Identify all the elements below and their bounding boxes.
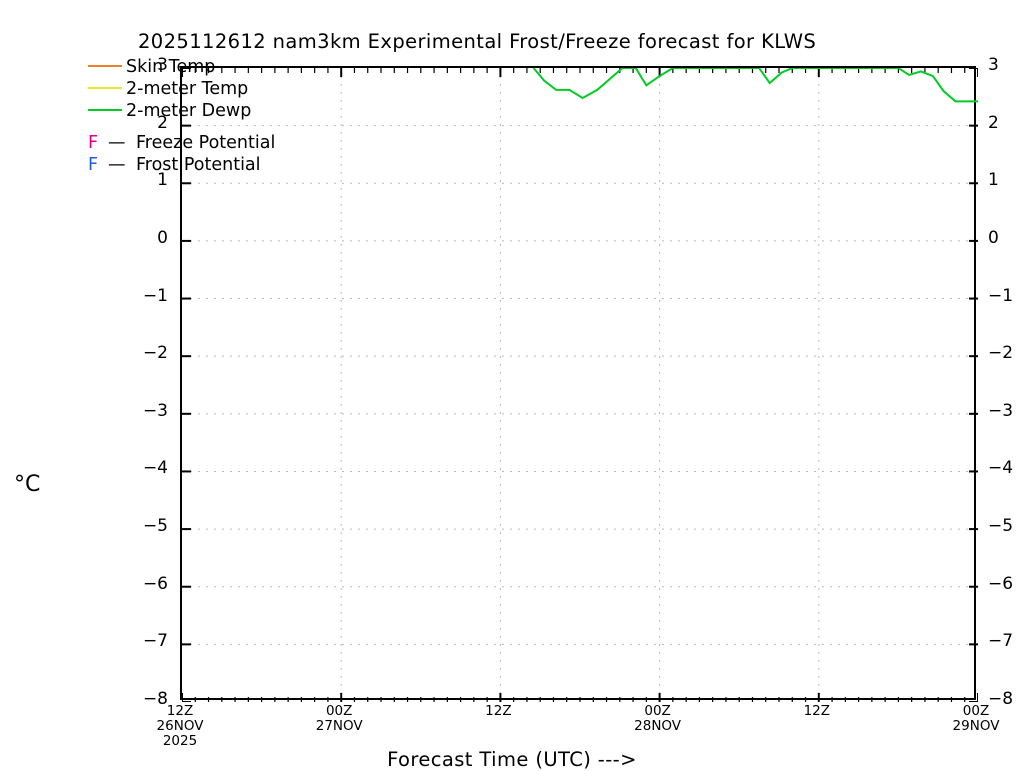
legend-item-2-meter-temp: 2-meter Temp <box>88 78 275 100</box>
y-axis-label: °C <box>14 472 41 497</box>
x-tick-label-group: 00Z 28NOV <box>598 704 718 734</box>
y-tick-label-left: 3 <box>157 55 168 75</box>
data-series-layer <box>532 68 978 103</box>
gridlines <box>182 68 978 702</box>
y-tick-label-right: 0 <box>988 227 999 248</box>
y-tick-label-right: −5 <box>988 516 1014 537</box>
y-tick-label-left: −6 <box>142 573 168 594</box>
y-tick-label-right: 3 <box>988 55 999 75</box>
x-tick-label-group: 12Z 26NOV 2025 <box>120 704 240 749</box>
x-tick-label-group: 00Z 29NOV <box>916 704 1024 734</box>
legend-item-label: 2-meter Dewp <box>126 101 252 121</box>
legend-dash-separator: — <box>108 133 126 153</box>
y-tick-label-left: −3 <box>142 400 168 421</box>
y-tick-label-left: 0 <box>157 227 168 248</box>
x-axis-label: Forecast Time (UTC) ---> <box>387 748 637 771</box>
y-tick-label-right: 1 <box>988 170 999 191</box>
x-tick-label-time: 00Z <box>325 703 353 719</box>
x-tick-label-time: 12Z <box>803 703 831 719</box>
plot-canvas <box>182 68 978 702</box>
x-tick-label-date: 29NOV <box>952 718 1000 734</box>
legend: Skin Temp 2-meter Temp 2-meter Dewp F — Free… <box>88 56 275 176</box>
legend-item-frost-potential: F — Frost Potential <box>88 154 275 176</box>
y-tick-label-left: 2 <box>157 112 168 133</box>
y-tick-label-right: −3 <box>988 400 1014 421</box>
legend-item-label: Skin Temp <box>126 57 216 77</box>
y-tick-label-right: −6 <box>988 573 1014 594</box>
x-tick-label-date: 28NOV <box>634 718 682 734</box>
x-tick-label-group: 12Z <box>757 704 877 719</box>
legend-flag-glyph: F <box>88 133 99 153</box>
y-tick-label-left: −5 <box>142 516 168 537</box>
x-tick-label-time: 00Z <box>644 703 671 719</box>
x-tick-label-date: 26NOV <box>156 718 204 734</box>
legend-item-label: Freeze Potential <box>136 133 276 153</box>
legend-flag-glyph: F <box>88 155 99 175</box>
y-tick-label-left: −7 <box>142 631 168 652</box>
y-tick-label-right: −2 <box>988 343 1014 364</box>
legend-line-swatch <box>88 109 122 111</box>
y-tick-label-left: −8 <box>142 689 168 709</box>
y-tick-label-right: −8 <box>988 689 1014 709</box>
y-tick-label-right: −7 <box>988 631 1014 652</box>
legend-item-label: 2-meter Temp <box>126 79 249 99</box>
series-line <box>532 68 978 103</box>
legend-item-label: Frost Potential <box>136 155 261 175</box>
x-tick-label-date: 27NOV <box>315 718 363 734</box>
x-tick-label-group: 00Z 27NOV <box>279 704 399 734</box>
x-tick-label-time: 00Z <box>962 703 990 719</box>
legend-item-freeze-potential: F — Freeze Potential <box>88 132 275 154</box>
legend-item-2-meter-dewp: 2-meter Dewp <box>88 100 275 122</box>
x-tick-label-time: 12Z <box>166 703 194 719</box>
y-tick-label-left: −2 <box>142 343 168 364</box>
y-tick-label-right: −4 <box>988 458 1014 479</box>
x-tick-label-group: 12Z <box>438 704 558 719</box>
legend-dash-separator: — <box>108 155 126 175</box>
legend-item-skin-temp: Skin Temp <box>88 56 275 78</box>
x-tick-label-year: 2025 <box>162 733 198 749</box>
y-tick-label-left: 1 <box>157 170 168 191</box>
page-title: 2025112612 nam3km Experimental Frost/Fre… <box>138 30 817 53</box>
legend-line-swatch <box>88 65 122 67</box>
legend-line-swatch <box>88 87 122 89</box>
x-tick-label-time: 12Z <box>485 703 512 719</box>
y-tick-label-left: −1 <box>142 285 168 306</box>
axis-ticks <box>182 68 978 702</box>
y-tick-label-left: −4 <box>142 458 168 479</box>
plot-area <box>180 66 978 702</box>
y-tick-label-right: 2 <box>988 112 999 133</box>
y-tick-label-right: −1 <box>988 285 1014 306</box>
